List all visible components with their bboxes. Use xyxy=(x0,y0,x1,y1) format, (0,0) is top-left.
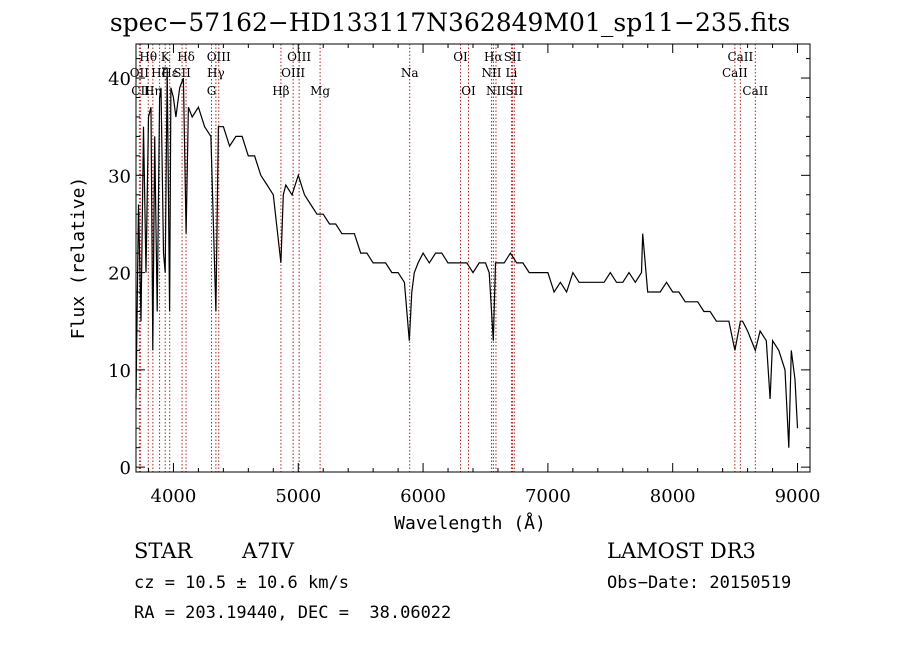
y-tick-label-2: 20 xyxy=(108,264,131,285)
line-label-17: OI xyxy=(453,50,468,64)
line-label-9: OIII xyxy=(207,50,231,64)
line-label-20: SII xyxy=(504,50,522,64)
line-label-22: Li xyxy=(506,66,518,80)
line-label-11: G xyxy=(207,84,217,98)
line-label-0: Hθ xyxy=(139,50,157,64)
x-tick-label-4: 8000 xyxy=(650,486,696,507)
line-label-23: NII xyxy=(486,84,506,98)
observation-date: Obs−Date: 20150519 xyxy=(607,573,792,593)
object-subclass: A7IV xyxy=(242,539,294,563)
line-label-16: Na xyxy=(401,66,419,80)
y-axis-label: Flux (relative) xyxy=(68,177,89,340)
y-tick-label-3: 30 xyxy=(108,166,131,187)
x-axis-ticks: 4000 5000 6000 7000 8000 9000 xyxy=(147,44,821,507)
line-label-6: Hε xyxy=(161,66,178,80)
x-tick-label-2: 6000 xyxy=(400,486,446,507)
line-label-10: Hγ xyxy=(207,66,225,80)
ra-dec-coordinates: RA = 203.19440, DEC = 38.06022 xyxy=(134,603,452,623)
x-tick-label-3: 7000 xyxy=(525,486,571,507)
line-label-13: OIII xyxy=(287,50,311,64)
y-tick-label-0: 0 xyxy=(120,458,131,479)
spectral-line-markers xyxy=(138,44,756,472)
y-tick-label-4: 40 xyxy=(108,69,131,90)
chart-title: spec−57162−HD133117N362849M01_sp11−235.f… xyxy=(109,8,791,37)
object-class: STAR xyxy=(134,539,193,563)
line-label-21: NII xyxy=(481,66,501,80)
line-label-3: Hη xyxy=(144,84,162,98)
survey-name: LAMOST DR3 xyxy=(607,539,756,563)
x-tick-label-1: 5000 xyxy=(275,486,321,507)
plot-frame xyxy=(135,43,811,473)
flux-series-line xyxy=(135,68,799,448)
line-label-5: K xyxy=(161,50,171,64)
redshift-velocity: cz = 10.5 ± 10.6 km/s xyxy=(134,573,349,593)
line-label-19: Hα xyxy=(484,50,503,64)
line-label-18: OI xyxy=(461,84,476,98)
y-tick-label-1: 10 xyxy=(108,361,131,382)
x-tick-label-0: 4000 xyxy=(151,486,197,507)
line-label-8: Hδ xyxy=(177,50,195,64)
line-label-14: OIII xyxy=(281,66,305,80)
line-label-26: CaII xyxy=(722,66,748,80)
x-axis-label: Wavelength (Å) xyxy=(394,512,546,534)
line-label-27: CaII xyxy=(742,84,768,98)
line-label-1: OII xyxy=(130,66,150,80)
line-label-25: CaII xyxy=(727,50,753,64)
line-label-24: SII xyxy=(505,84,523,98)
line-label-4: Hζ xyxy=(151,66,168,80)
x-tick-label-5: 9000 xyxy=(775,486,821,507)
y-axis-ticks: 0 10 20 30 40 xyxy=(108,58,810,479)
line-label-15: Mg xyxy=(310,84,330,98)
line-label-12: Hβ xyxy=(272,84,289,98)
line-label-7: SII xyxy=(173,66,191,80)
